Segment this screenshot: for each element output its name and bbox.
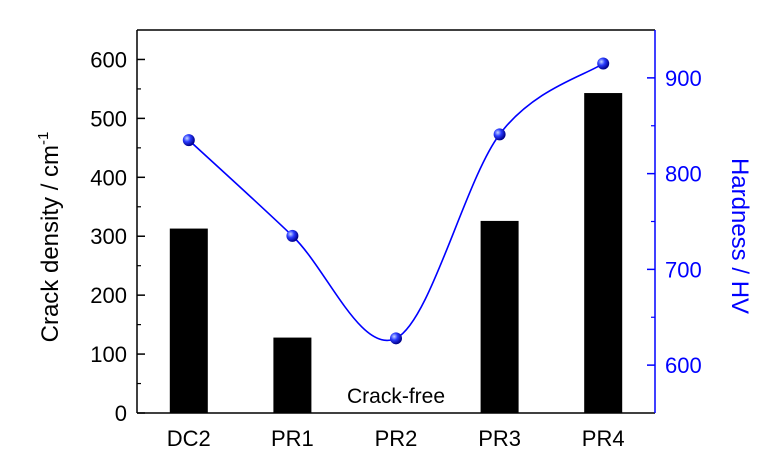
bar-group [169,93,623,413]
y-tick-label: 500 [90,106,127,131]
right-axis: 600 700 800 900 [647,66,702,378]
hardness-point-pr3 [493,128,506,141]
bar-pr3 [480,220,519,413]
y-tick-label: 400 [90,165,127,190]
y-tick-label: 0 [115,401,127,426]
hardness-line [188,62,604,342]
x-tick-label-dc2: DC2 [167,426,211,451]
y2-tick-label: 800 [665,162,702,187]
y2-tick-label: 700 [665,257,702,282]
bar-dc2 [169,228,208,413]
y-axis-title-main: Crack density / cm [37,145,64,342]
y-axis-title-superscript: -1 [35,132,52,145]
bar-pr4 [584,93,623,413]
hardness-series [182,57,610,345]
bar-pr1 [273,337,312,413]
x-axis: DC2 PR1 PR2 PR3 PR4 [167,426,625,451]
x-tick-label-pr1: PR1 [271,426,314,451]
left-axis: 0 100 200 300 400 500 600 [90,47,145,426]
y-tick-label: 200 [90,283,127,308]
crack-free-annotation: Crack-free [347,385,445,408]
y2-tick-label: 900 [665,66,702,91]
hardness-point-pr2 [390,332,402,345]
hardness-point-pr4 [597,57,610,70]
y-tick-label: 300 [90,224,127,249]
x-tick-label-pr3: PR3 [478,426,521,451]
y-axis-title: Crack density / cm-1 [35,132,64,343]
plot-frame [136,29,656,414]
y2-axis-title: Hardness / HV [726,158,753,314]
hardness-point-dc2 [182,134,195,147]
x-tick-label-pr4: PR4 [582,426,625,451]
hardness-point-pr1 [286,229,299,242]
y-tick-label: 600 [90,47,127,72]
y2-tick-label: 600 [665,353,702,378]
x-tick-label-pr2: PR2 [375,426,418,451]
y-tick-label: 100 [90,342,127,367]
